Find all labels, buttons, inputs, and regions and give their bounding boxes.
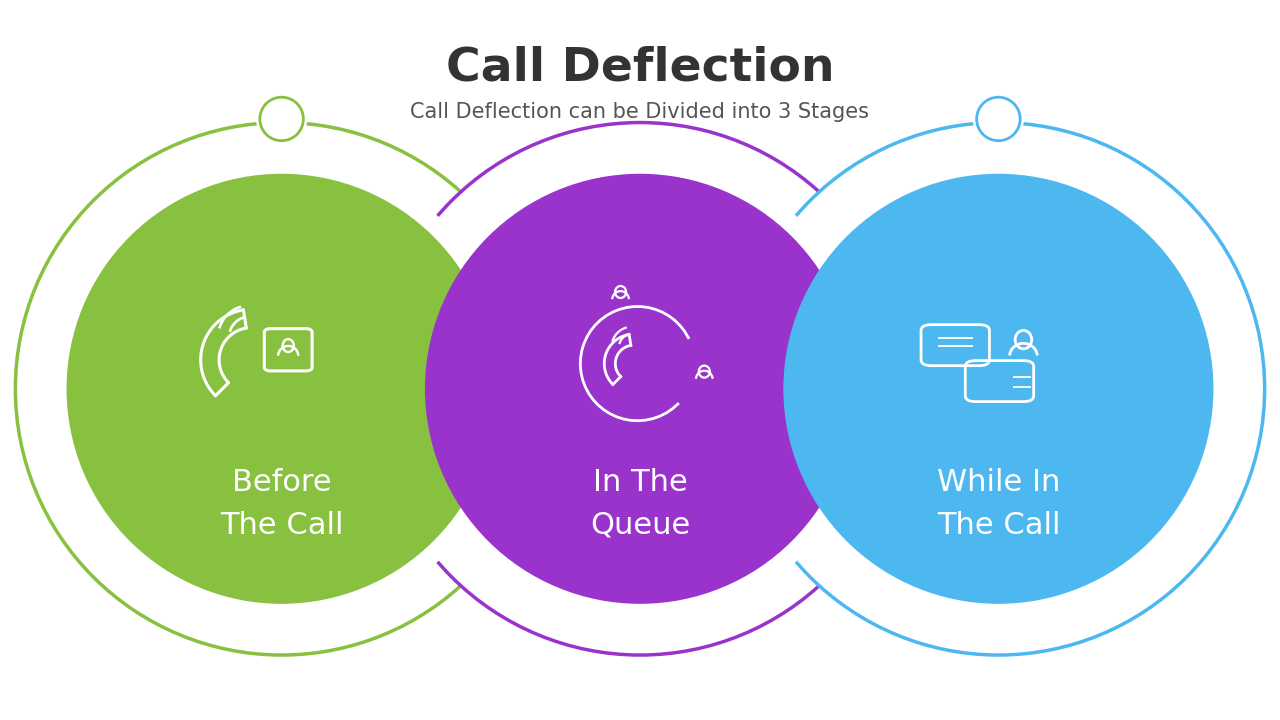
Ellipse shape xyxy=(973,94,1024,145)
Ellipse shape xyxy=(366,115,914,662)
Ellipse shape xyxy=(732,122,1265,655)
Ellipse shape xyxy=(783,174,1213,604)
Ellipse shape xyxy=(374,122,906,655)
Ellipse shape xyxy=(425,174,855,604)
Ellipse shape xyxy=(724,115,1272,662)
Ellipse shape xyxy=(977,97,1020,140)
Ellipse shape xyxy=(256,94,307,145)
Ellipse shape xyxy=(15,122,548,655)
Ellipse shape xyxy=(67,174,497,604)
Text: Call Deflection can be Divided into 3 Stages: Call Deflection can be Divided into 3 St… xyxy=(411,102,869,122)
Text: Before
The Call: Before The Call xyxy=(220,468,343,540)
Ellipse shape xyxy=(407,156,873,622)
Ellipse shape xyxy=(8,115,556,662)
Ellipse shape xyxy=(765,156,1231,622)
Ellipse shape xyxy=(49,156,515,622)
Text: While In
The Call: While In The Call xyxy=(937,468,1060,540)
Text: In The
Queue: In The Queue xyxy=(590,468,690,540)
Text: Call Deflection: Call Deflection xyxy=(445,46,835,91)
Ellipse shape xyxy=(260,97,303,140)
